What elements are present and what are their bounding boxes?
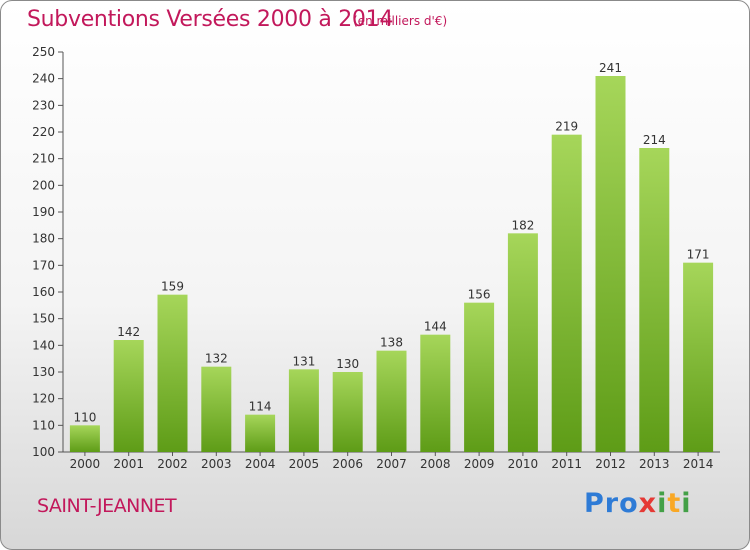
bar — [420, 334, 451, 452]
y-tick-label: 100 — [32, 445, 55, 459]
y-tick-label: 130 — [32, 365, 55, 379]
x-tick-label: 2006 — [332, 457, 363, 471]
y-tick-label: 220 — [32, 125, 55, 139]
bar-value-label: 130 — [336, 357, 359, 371]
bar — [464, 302, 495, 452]
y-tick-label: 120 — [32, 392, 55, 406]
bar — [245, 414, 276, 452]
x-tick-label: 2014 — [683, 457, 714, 471]
x-tick-label: 2005 — [289, 457, 320, 471]
y-tick-label: 140 — [32, 338, 55, 352]
y-tick-label: 160 — [32, 285, 55, 299]
bar-value-label: 142 — [117, 325, 140, 339]
y-tick-label: 180 — [32, 232, 55, 246]
logo-part: i — [681, 488, 692, 519]
y-tick-label: 190 — [32, 205, 55, 219]
bar-value-label: 110 — [73, 410, 96, 424]
x-tick-label: 2011 — [551, 457, 582, 471]
x-tick-label: 2009 — [464, 457, 495, 471]
bar-value-label: 144 — [424, 320, 447, 334]
x-tick-label: 2013 — [639, 457, 670, 471]
x-tick-label: 2002 — [157, 457, 188, 471]
bar — [69, 425, 100, 452]
bar-value-label: 214 — [643, 133, 666, 147]
y-tick-label: 200 — [32, 178, 55, 192]
chart-subtitle: (en milliers d'€) — [353, 14, 448, 28]
x-tick-label: 2010 — [508, 457, 539, 471]
bar — [332, 372, 363, 452]
y-tick-label: 240 — [32, 72, 55, 86]
y-tick-label: 170 — [32, 258, 55, 272]
y-tick-label: 110 — [32, 418, 55, 432]
x-tick-label: 2008 — [420, 457, 451, 471]
bar-value-label: 182 — [511, 218, 534, 232]
y-tick-label: 150 — [32, 312, 55, 326]
bar-value-label: 131 — [292, 354, 315, 368]
chart-title: Subventions Versées 2000 à 2014 — [27, 7, 394, 32]
bar-value-label: 241 — [599, 61, 622, 75]
bar — [639, 148, 670, 452]
logo-part: t — [667, 488, 682, 519]
bar — [288, 369, 319, 452]
logo-part: i — [657, 488, 668, 519]
bar — [201, 366, 232, 452]
proxiti-logo: Proxiti — [584, 488, 692, 519]
bar-value-label: 138 — [380, 336, 403, 350]
bar — [376, 350, 407, 452]
city-name: SAINT-JEANNET — [37, 495, 177, 517]
bar — [507, 233, 538, 452]
bar — [113, 340, 144, 452]
y-tick-label: 210 — [32, 152, 55, 166]
bar — [551, 134, 582, 452]
bar-value-label: 159 — [161, 280, 184, 294]
bar-value-label: 156 — [468, 288, 491, 302]
bar-value-label: 114 — [249, 400, 272, 414]
x-tick-label: 2012 — [595, 457, 626, 471]
bar — [683, 262, 714, 452]
y-tick-label: 230 — [32, 98, 55, 112]
x-tick-label: 2004 — [245, 457, 276, 471]
x-tick-label: 2003 — [201, 457, 232, 471]
bar — [157, 294, 188, 452]
bar-value-label: 219 — [555, 120, 578, 134]
bar — [595, 76, 626, 452]
y-tick-label: 250 — [32, 45, 55, 59]
x-tick-label: 2001 — [113, 457, 144, 471]
logo-part: Pro — [584, 488, 639, 519]
logo-part: x — [638, 488, 658, 519]
bar-value-label: 132 — [205, 352, 228, 366]
bar-value-label: 171 — [687, 248, 710, 262]
x-tick-label: 2007 — [376, 457, 407, 471]
x-tick-label: 2000 — [70, 457, 101, 471]
